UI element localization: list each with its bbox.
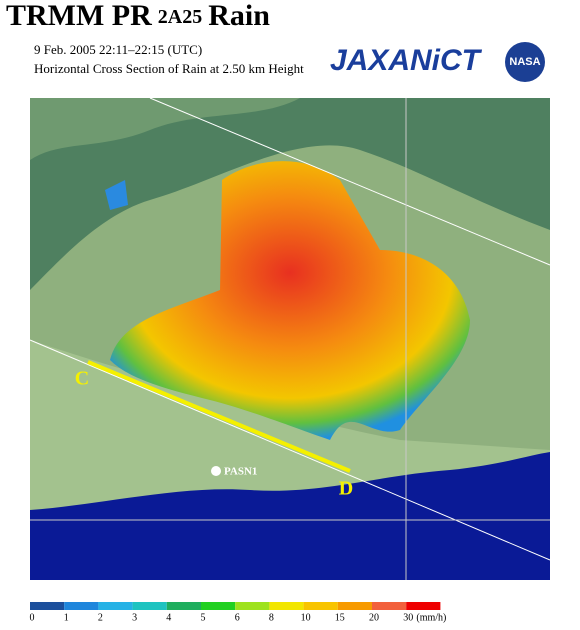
title: TRMM PR 2A25 Rain: [6, 0, 270, 32]
colorbar-segment: [98, 602, 133, 610]
colorbar-segment: [166, 602, 201, 610]
datetime: 9 Feb. 2005 22:11–22:15 (UTC): [34, 42, 202, 57]
colorbar-segment: [201, 602, 236, 610]
colorbar-tick-label: 1: [64, 612, 69, 623]
logo-nasa: NASA: [509, 56, 540, 68]
colorbar-tick-label: 30: [403, 612, 413, 623]
colorbar-tick-label: 5: [201, 612, 206, 623]
station-label: PASN1: [224, 466, 257, 478]
logo-nasa-disc: [505, 42, 545, 82]
colorbar-tick-label: 15: [335, 612, 345, 623]
colorbar-tick-label: 20: [369, 612, 379, 623]
colorbar-segment: [372, 602, 407, 610]
colorbar-tick-label: 6: [235, 612, 240, 623]
logo-jaxa: JAXA: [330, 44, 410, 77]
highland: [30, 98, 550, 290]
point-label: C: [75, 368, 89, 390]
colorbar-tick-label: 3: [132, 612, 137, 623]
colorbar-segment: [30, 602, 65, 610]
colorbar-tick-label: 8: [269, 612, 274, 623]
sea: [30, 452, 550, 580]
rain-area: [110, 161, 470, 440]
colorbar-segment: [132, 602, 167, 610]
colorbar: 0 1 2 3 4 5 6 8 10 15 20 30 (mm/h): [30, 602, 446, 623]
rain-cell: [105, 180, 128, 210]
colorbar-tick-label: 0: [30, 612, 35, 623]
colorbar-segment: [406, 602, 441, 610]
map: C D PASN1: [29, 97, 551, 580]
swath-edge: [29, 339, 551, 561]
cross-section-line: [87, 360, 351, 473]
swath-edge: [149, 97, 551, 266]
station-dot: [211, 466, 221, 476]
point-label: D: [339, 478, 353, 500]
colorbar-segment: [337, 602, 372, 610]
subtitle: Horizontal Cross Section of Rain at 2.50…: [34, 61, 304, 76]
colorbar-tick-label: 2: [98, 612, 103, 623]
colorbar-segment: [303, 602, 338, 610]
hills: [30, 98, 300, 160]
logo-nict: NiCT: [410, 44, 483, 77]
colorbar-segment: [235, 602, 270, 610]
colorbar-segment: [269, 602, 304, 610]
colorbar-tick-label: 10: [301, 612, 311, 623]
colorbar-segment: [64, 602, 99, 610]
colorbar-unit: (mm/h): [416, 612, 446, 623]
colorbar-tick-label: 4: [166, 612, 171, 623]
